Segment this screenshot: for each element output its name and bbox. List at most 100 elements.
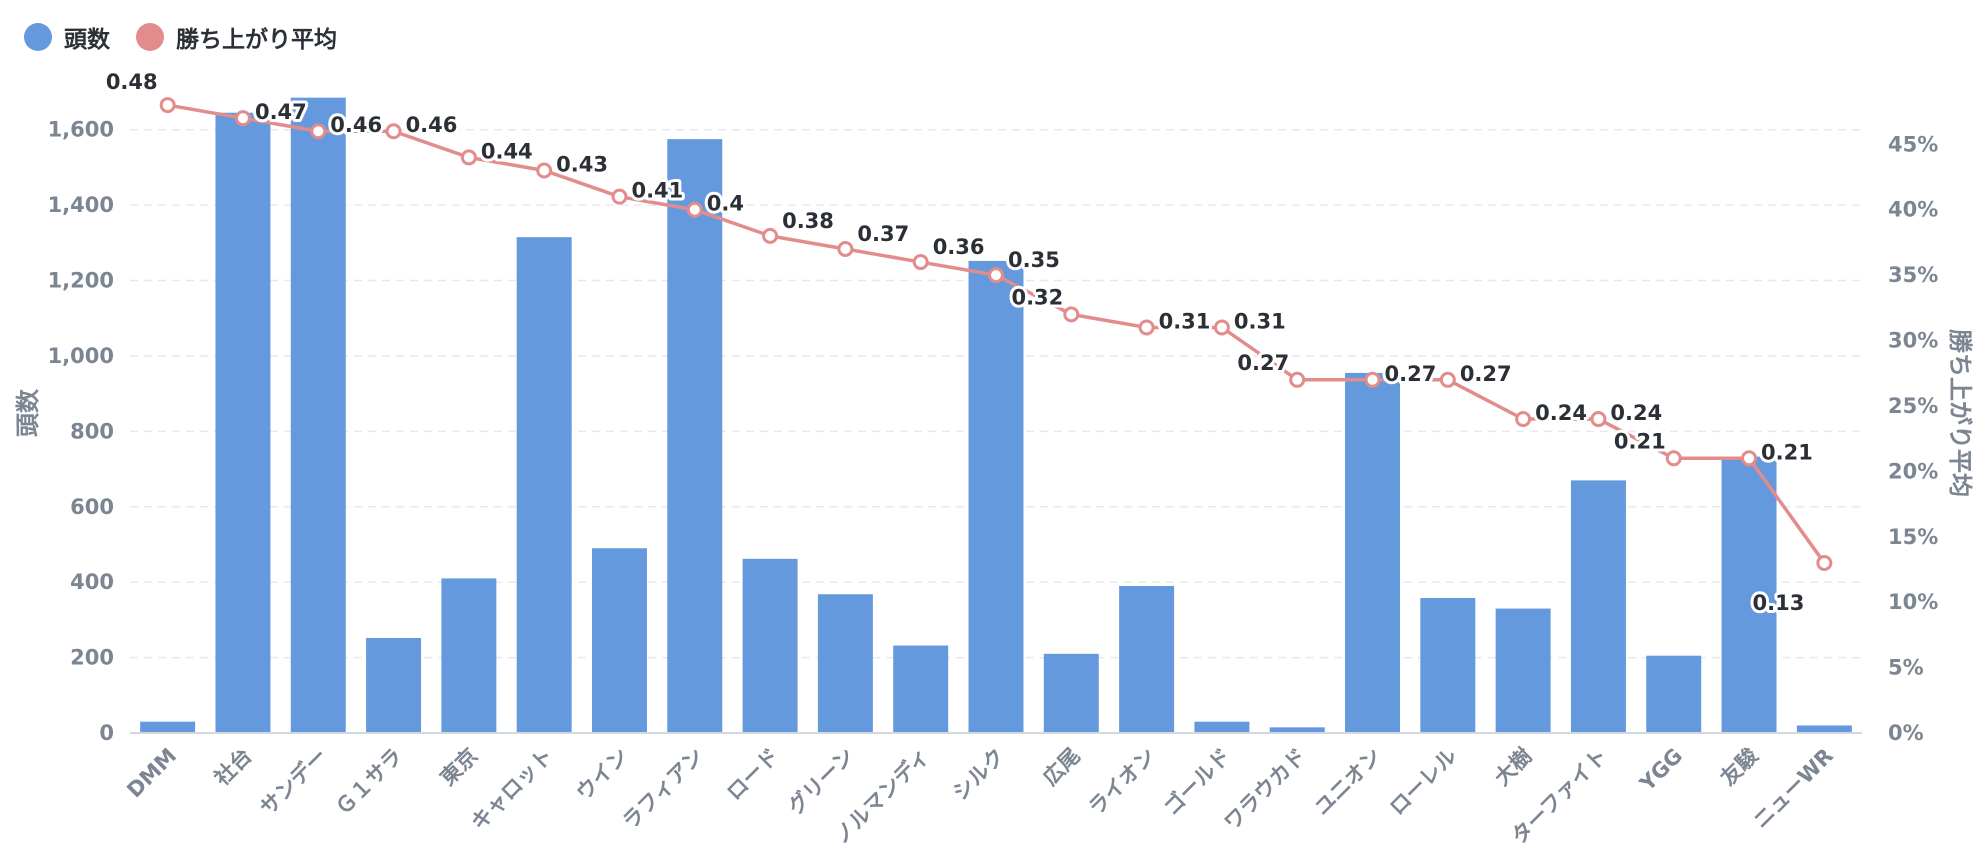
bar-8: [742, 558, 798, 733]
bar-3: [366, 637, 422, 733]
bar-9: [817, 594, 873, 733]
x-tick-label: DMM: [122, 744, 181, 803]
y-right-axis-title: 勝ち上がり平均: [1946, 329, 1974, 497]
x-tick-label: ユニオン: [1310, 744, 1386, 820]
line-point-20: [1665, 450, 1682, 467]
bar-layer: [140, 97, 1852, 734]
x-tick-label: サンデー: [255, 744, 331, 820]
y-right-tick-label: 20%: [1888, 459, 1938, 483]
x-tick-label: ラフィアン: [618, 744, 708, 834]
bar-1: [215, 112, 271, 734]
line-data-label: 0.27: [1385, 362, 1437, 386]
line-data-label: 0.41: [631, 179, 683, 203]
bar-0: [140, 721, 196, 733]
y-right-tick-label: 35%: [1888, 263, 1938, 287]
bar-15: [1269, 727, 1325, 733]
line-data-label: 0.46: [406, 113, 458, 137]
bar-20: [1646, 655, 1702, 733]
bar-16: [1345, 372, 1401, 733]
line-point-3: [385, 123, 402, 140]
bar-2: [290, 97, 346, 733]
bar-5: [516, 237, 572, 733]
x-tick-label: ウイン: [571, 744, 633, 806]
bar-7: [667, 139, 723, 734]
line-data-label: 0.31: [1234, 309, 1286, 333]
line-point-15: [1289, 371, 1306, 388]
x-tick-label: ワラウカド: [1220, 744, 1311, 835]
y-left-tick-label: 600: [70, 495, 114, 519]
x-tick-label: ニューWR: [1749, 744, 1838, 833]
x-tick-label: 東京: [436, 744, 483, 791]
line-layer: [159, 97, 1833, 571]
line-point-21: [1741, 450, 1758, 467]
line-point-14: [1213, 319, 1230, 336]
line-point-2: [310, 123, 327, 140]
x-tick-label: グリーン: [783, 744, 859, 820]
x-tick-label: ライオン: [1084, 744, 1160, 820]
y-left-tick-label: 0: [99, 721, 114, 745]
y-left-tick-label: 200: [70, 646, 114, 670]
x-tick-label: YGG: [1634, 744, 1687, 797]
x-tick-label: ローレル: [1385, 744, 1461, 820]
line-data-label: 0.24: [1610, 401, 1662, 425]
line-point-1: [234, 110, 251, 127]
y-left-tick-label: 1,400: [48, 193, 114, 217]
x-tick-label: ロード: [722, 744, 784, 806]
line-data-label: 0.35: [1008, 248, 1060, 272]
bar-14: [1194, 721, 1250, 733]
y-left-tick-label: 1,600: [48, 118, 114, 142]
line-point-7: [686, 201, 703, 218]
x-tick-label: シルク: [948, 744, 1010, 806]
y-left-tick-label: 400: [70, 570, 114, 594]
line-point-18: [1515, 411, 1532, 428]
line-data-label: 0.38: [782, 209, 834, 233]
x-tick-label: 社台: [209, 744, 256, 791]
line-data-label: 0.48: [106, 70, 158, 94]
y-right-tick-label: 30%: [1888, 329, 1938, 353]
legend: 頭数 勝ち上がり平均: [24, 20, 363, 54]
bar-19: [1570, 480, 1626, 733]
y-right-tick-label: 10%: [1888, 590, 1938, 614]
x-tick-label: キャロット: [466, 744, 557, 835]
line-data-label: 0.21: [1761, 440, 1813, 464]
line-data-label: 0.24: [1535, 401, 1587, 425]
legend-item-win-average[interactable]: 勝ち上がり平均: [136, 20, 337, 54]
bar-22: [1796, 725, 1852, 733]
bar-6: [591, 548, 647, 733]
line-data-label: 0.27: [1237, 351, 1289, 375]
legend-label-count: 頭数: [64, 27, 110, 53]
y-left-tick-label: 1,000: [48, 344, 114, 368]
y-right-tick-label: 0%: [1888, 721, 1924, 745]
y-left-axis-title: 頭数: [14, 388, 42, 437]
legend-dot-win-average: [136, 23, 164, 51]
label-layer: 0.48 0.47 0.46 0.46 0.44 0.43 0.41 0.4 0.38 0.37 0…: [103, 67, 1816, 618]
legend-item-count[interactable]: 頭数: [24, 20, 110, 54]
line-point-10: [912, 254, 929, 271]
line-point-12: [1063, 306, 1080, 323]
y-right-tick-label: 5%: [1888, 656, 1924, 680]
y-right-tick-label: 25%: [1888, 394, 1938, 418]
y-right-tick-label: 15%: [1888, 525, 1938, 549]
line-data-label: 0.44: [481, 139, 533, 163]
x-tick-label: 友駿: [1716, 743, 1763, 790]
x-tick-label: ゴールド: [1159, 744, 1235, 820]
line-data-label: 0.46: [330, 113, 382, 137]
line-point-9: [837, 240, 854, 257]
line-point-6: [611, 188, 628, 205]
line-data-label: 0.37: [857, 222, 909, 246]
line-point-17: [1439, 371, 1456, 388]
y-left-tick-label: 800: [70, 419, 114, 443]
x-tick-label: Ｇ１サラ: [331, 744, 407, 820]
bar-21: [1721, 456, 1777, 733]
line-point-22: [1816, 554, 1833, 571]
x-tick-label: 広尾: [1038, 744, 1085, 791]
line-data-label: 0.47: [255, 100, 307, 124]
line-data-label: 0.31: [1159, 309, 1211, 333]
line-data-label: 0.4: [707, 192, 744, 216]
line-data-label: 0.21: [1614, 429, 1666, 453]
y-left-tick-label: 1,200: [48, 269, 114, 293]
line-data-label: 0.13: [1753, 591, 1805, 615]
bar-12: [1043, 653, 1099, 733]
line-point-13: [1138, 319, 1155, 336]
line-data-label: 0.32: [1011, 285, 1063, 309]
